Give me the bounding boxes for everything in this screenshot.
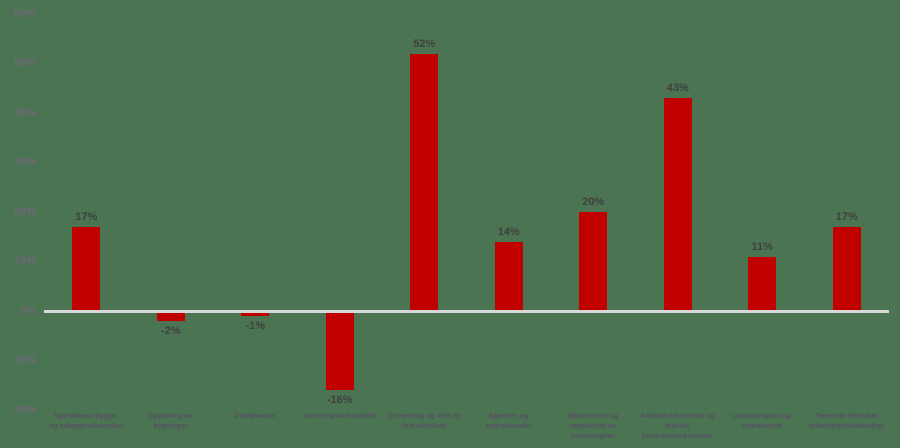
y-tick-label: 10% — [13, 255, 36, 267]
bar-value-label: 20% — [582, 196, 605, 208]
plot-area: 17% -2% -1% -16% 52% 14% 20% 43% 11% 17% — [44, 14, 889, 410]
bar — [325, 311, 354, 391]
bar-value-label: 17% — [75, 210, 98, 223]
y-tick-label: 20% — [13, 205, 36, 218]
bar — [663, 98, 692, 311]
y-tick-label: -10% — [10, 354, 36, 366]
bar-value-label: -2% — [160, 324, 181, 337]
category-label: Handel med og reparasjon av motorvogner — [567, 413, 618, 440]
bar — [494, 241, 523, 311]
bar — [410, 53, 439, 311]
y-tick-label: -20% — [10, 403, 36, 416]
category-label: Agentur- og engroshandel — [485, 413, 532, 430]
category-label: Detaljhandel — [234, 413, 276, 420]
y-tick-label: 30% — [13, 156, 36, 168]
bar — [579, 212, 608, 311]
bar-value-label: -1% — [245, 319, 266, 332]
category-label: Omsetning og drift av fast eiendom — [387, 413, 461, 430]
y-tick-label: 40% — [13, 106, 36, 119]
bar — [748, 256, 777, 311]
bar — [832, 226, 861, 311]
category-label: Tjenester tilknyttet informasjonsteknolo… — [808, 413, 884, 430]
y-tick-label: 0% — [20, 304, 36, 317]
category-label: Spesialisert bygge- og anleggsvirksomhet — [49, 413, 124, 430]
bar — [241, 311, 270, 316]
category-label: Oppføring av bygninger — [148, 413, 193, 430]
y-tick-label: 50% — [13, 57, 36, 69]
bar-value-label: 17% — [835, 210, 858, 223]
bar-value-label: 14% — [497, 225, 520, 238]
bar-value-label: 11% — [751, 240, 773, 253]
bar — [156, 311, 185, 321]
category-label: Serveringsvirksomhet — [302, 413, 377, 420]
zero-line — [44, 309, 889, 313]
bar-value-label: 43% — [666, 82, 689, 95]
category-label: Arkitektvirksomhet og teknisk konsulentv… — [640, 413, 715, 440]
y-axis: 60% 50% 40% 30% 20% 10% 0% -10% -20% — [0, 0, 38, 448]
bar-value-label: -16% — [326, 394, 353, 407]
x-axis: Spesialisert bygge- og anleggsvirksomhet… — [44, 412, 889, 442]
category-label: Landtransport og rørtransport — [732, 413, 791, 430]
bar — [72, 226, 101, 311]
y-tick-label: 60% — [13, 7, 36, 20]
bar-value-label: 52% — [413, 37, 436, 50]
